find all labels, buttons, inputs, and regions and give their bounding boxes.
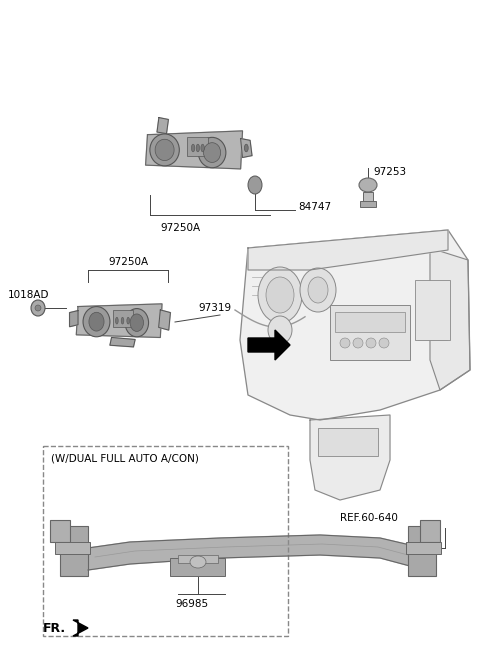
Bar (415, 280, 450, 340)
Ellipse shape (258, 267, 302, 323)
Ellipse shape (155, 139, 174, 161)
Polygon shape (73, 620, 88, 636)
Polygon shape (248, 230, 448, 270)
Text: 1018AD: 1018AD (8, 290, 49, 300)
Bar (420, 520, 440, 542)
Ellipse shape (83, 306, 110, 337)
Bar (43, 446, 288, 636)
Text: 97250A: 97250A (108, 257, 148, 267)
Polygon shape (430, 248, 470, 390)
Ellipse shape (248, 176, 262, 194)
Ellipse shape (31, 300, 45, 316)
Ellipse shape (130, 314, 144, 331)
Bar (55, 542, 90, 554)
Bar (60, 526, 88, 576)
Ellipse shape (121, 318, 124, 324)
Ellipse shape (204, 142, 221, 163)
Polygon shape (76, 304, 162, 337)
Polygon shape (248, 330, 290, 360)
Ellipse shape (244, 144, 248, 152)
Polygon shape (88, 535, 410, 570)
Polygon shape (70, 310, 78, 327)
Ellipse shape (125, 308, 149, 337)
Text: 97319: 97319 (198, 303, 231, 313)
Ellipse shape (190, 556, 206, 568)
Polygon shape (240, 230, 470, 420)
Polygon shape (240, 138, 252, 157)
Bar (408, 526, 436, 576)
Ellipse shape (266, 277, 294, 313)
Ellipse shape (366, 338, 376, 348)
Text: (W/DUAL FULL AUTO A/CON): (W/DUAL FULL AUTO A/CON) (51, 453, 199, 463)
Text: 97250A: 97250A (160, 223, 200, 233)
Ellipse shape (89, 312, 104, 331)
Bar (113, 310, 133, 327)
Ellipse shape (196, 144, 200, 152)
Bar (335, 312, 405, 332)
Bar (360, 201, 376, 207)
Bar (178, 555, 218, 563)
Polygon shape (310, 415, 390, 500)
Bar (363, 192, 373, 204)
Text: 96985: 96985 (175, 599, 209, 609)
Ellipse shape (359, 178, 377, 192)
Polygon shape (157, 117, 168, 134)
Bar (170, 558, 225, 576)
Bar (318, 428, 378, 456)
Ellipse shape (127, 318, 130, 324)
Bar (187, 137, 208, 156)
Ellipse shape (116, 318, 118, 324)
Ellipse shape (300, 268, 336, 312)
Bar (330, 305, 410, 360)
Text: 97253: 97253 (373, 167, 406, 177)
Ellipse shape (198, 137, 226, 168)
Ellipse shape (35, 305, 41, 311)
Polygon shape (145, 131, 242, 169)
Ellipse shape (192, 144, 195, 152)
Bar (50, 520, 70, 542)
Polygon shape (158, 310, 170, 330)
Ellipse shape (150, 134, 180, 166)
Ellipse shape (340, 338, 350, 348)
Ellipse shape (201, 144, 204, 152)
Ellipse shape (268, 316, 292, 344)
Text: REF.60-640: REF.60-640 (340, 513, 398, 523)
Text: 84747: 84747 (298, 202, 331, 212)
Polygon shape (110, 337, 135, 347)
Ellipse shape (353, 338, 363, 348)
Ellipse shape (379, 338, 389, 348)
Bar (406, 542, 441, 554)
Text: FR.: FR. (43, 621, 66, 634)
Ellipse shape (308, 277, 328, 303)
